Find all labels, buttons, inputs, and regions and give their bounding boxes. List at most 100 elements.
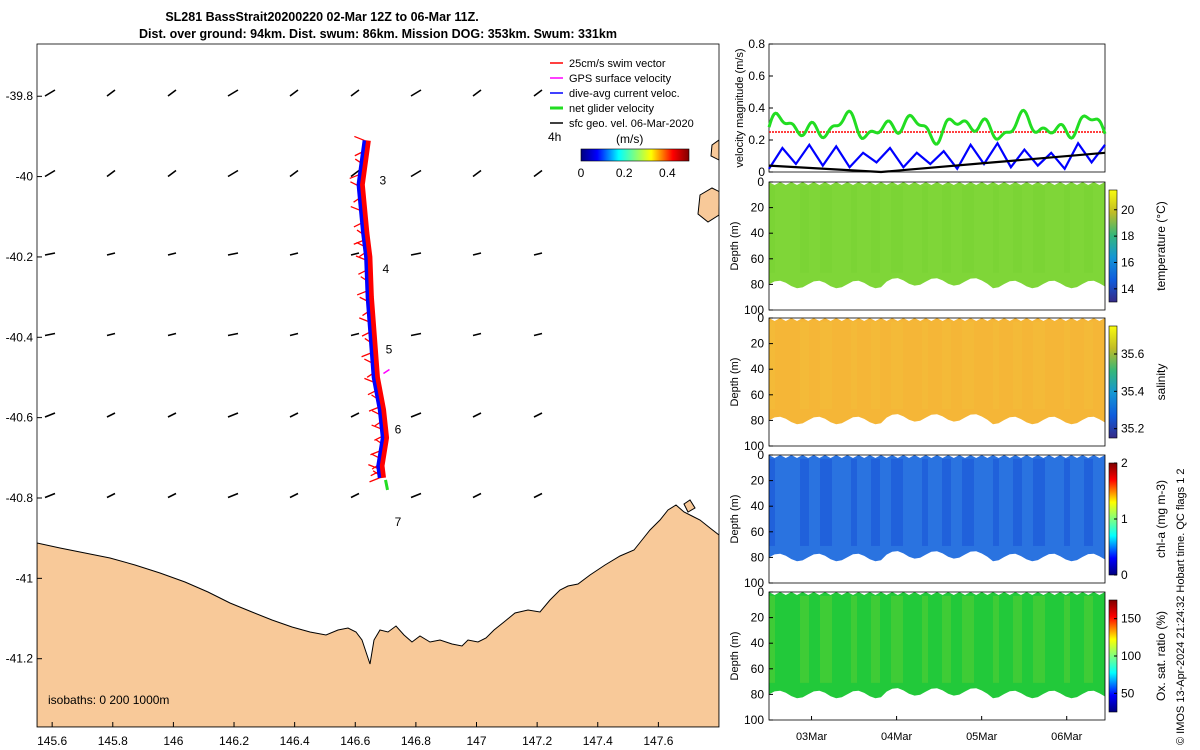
depth-tick-label: 20 [751,611,765,625]
geo-arrow [289,169,299,178]
profile-panel: 0 20 40 60 80 100 Depth (m) 35.2 35.4 35.6 salinit… [729,311,1168,453]
geo-arrow [227,492,239,499]
profile-variation [820,458,832,546]
velocity-y-tick-label: 0.2 [748,133,765,147]
profile-data-section [769,318,1105,425]
profile-variation [962,458,974,546]
map-legend: 25cm/s swim vector GPS surface velocity … [548,58,694,180]
velocity-panel: 0 0.2 0.4 0.6 0.8 velocity magnitude (m/s) [734,37,1107,179]
depth-tick-label: 20 [751,337,765,351]
profile-colorbar [1108,325,1118,439]
map-x-tick-label: 145.8 [98,734,128,748]
depth-tick-label: 80 [751,687,765,701]
geo-arrow [472,169,482,178]
map-x-tick-label: 146 [163,734,183,748]
geo-arrow [167,412,177,418]
depth-tick-label: 80 [751,277,765,291]
profile-variation [1064,185,1070,273]
geo-arrow [350,332,360,337]
profile-frame [768,181,1106,311]
depth-tick-label: 20 [751,474,765,488]
velocity-y-tick-label: 0.8 [748,37,765,51]
profile-variation [942,458,951,546]
profile-variation [851,458,857,546]
profile-colorbar-tick-label: 50 [1121,686,1135,700]
profile-variation [891,595,903,683]
geo-arrow [410,252,422,256]
profile-variation [922,458,928,546]
map-x-ticks: 145.6 145.8 146 146.2 146.4 146.6 146.8 147 147.… [37,722,674,748]
geo-arrow [106,492,116,499]
profile-variation [962,595,974,683]
geo-arrow [472,492,482,499]
profile-colorbar-label: Ox. sat. ratio (%) [1154,611,1168,701]
geo-arrow [472,332,482,337]
geo-arrow [106,89,116,97]
depth-axis-label: Depth (m) [729,632,741,681]
geo-arrow [227,89,239,97]
depth-tick-label: 40 [751,226,765,240]
geo-arrow [533,252,543,256]
geo-arrow [289,89,299,97]
geo-arrow [350,89,360,97]
geo-arrow [410,412,422,418]
profile-variation [891,185,903,273]
profile-data-section [769,592,1105,699]
profile-variation [1013,595,1022,683]
map-y-ticks: -39.8 -40 -40.2 -40.4 -40.6 -40.8 -41 -41.2 [6,89,42,666]
geo-arrow [350,492,360,499]
profile-variation [851,185,857,273]
legend-net: net glider velocity [569,103,654,115]
day-label: 6 [395,423,402,437]
map-y-tick-label: -41.2 [6,652,34,666]
profile-colorbar-tick-label: 35.6 [1121,347,1145,361]
profile-variation [993,321,999,409]
depth-tick-label: 20 [751,201,765,215]
map-x-tick-label: 146.8 [401,734,431,748]
geo-arrow [167,252,177,256]
geo-arrow [227,169,239,178]
geo-arrow [533,89,543,97]
profile-variation [891,458,903,546]
day-labels: 3 4 5 6 7 [380,174,402,530]
island-2 [710,139,719,161]
day-label: 3 [380,174,387,188]
net-velocity-vector [384,479,389,491]
geo-arrow [410,89,422,97]
depth-tick-label: 40 [751,362,765,376]
depth-tick-label: 0 [757,448,764,462]
profile-variation [1064,595,1070,683]
map-y-tick-label: -40.6 [6,411,34,425]
depth-tick-label: 100 [744,439,764,453]
profile-panel: 0 20 40 60 80 100 Depth (m) 14 16 18 20 temperature… [729,175,1168,317]
geo-arrow [227,412,239,418]
profile-variation [922,321,928,409]
swim-vector [369,477,380,483]
colorbar-ticks: 0 0.2 0.4 [578,166,676,180]
land-tasmania [37,504,719,727]
profile-variation [800,458,809,546]
profile-variation [820,321,832,409]
profile-variation [993,458,999,546]
depth-axis-label: Depth (m) [729,495,741,544]
colorbar-label: (m/s) [616,132,643,146]
velocity-colorbar [580,148,690,162]
geo-arrow [350,412,360,418]
profile-variation [1033,321,1045,409]
profile-data-section [769,455,1105,562]
depth-tick-label: 80 [751,550,765,564]
island-1 [697,187,719,223]
profile-variation [800,595,809,683]
profile-variation [851,595,857,683]
title-line2: Dist. over ground: 94km. Dist. swum: 86k… [139,27,617,41]
isobaths-label: isobaths: 0 200 1000m [48,693,169,707]
map-x-tick-label: 146.4 [280,734,310,748]
profile-colorbar-tick-label: 1 [1121,512,1128,526]
profile-variation [1064,458,1070,546]
profile-variation [769,595,775,683]
geo-arrow [350,169,360,178]
geo-arrow [44,412,56,418]
profile-variation [851,321,857,409]
profile-colorbar-tick-label: 35.4 [1121,384,1145,398]
depth-tick-label: 0 [757,311,764,325]
